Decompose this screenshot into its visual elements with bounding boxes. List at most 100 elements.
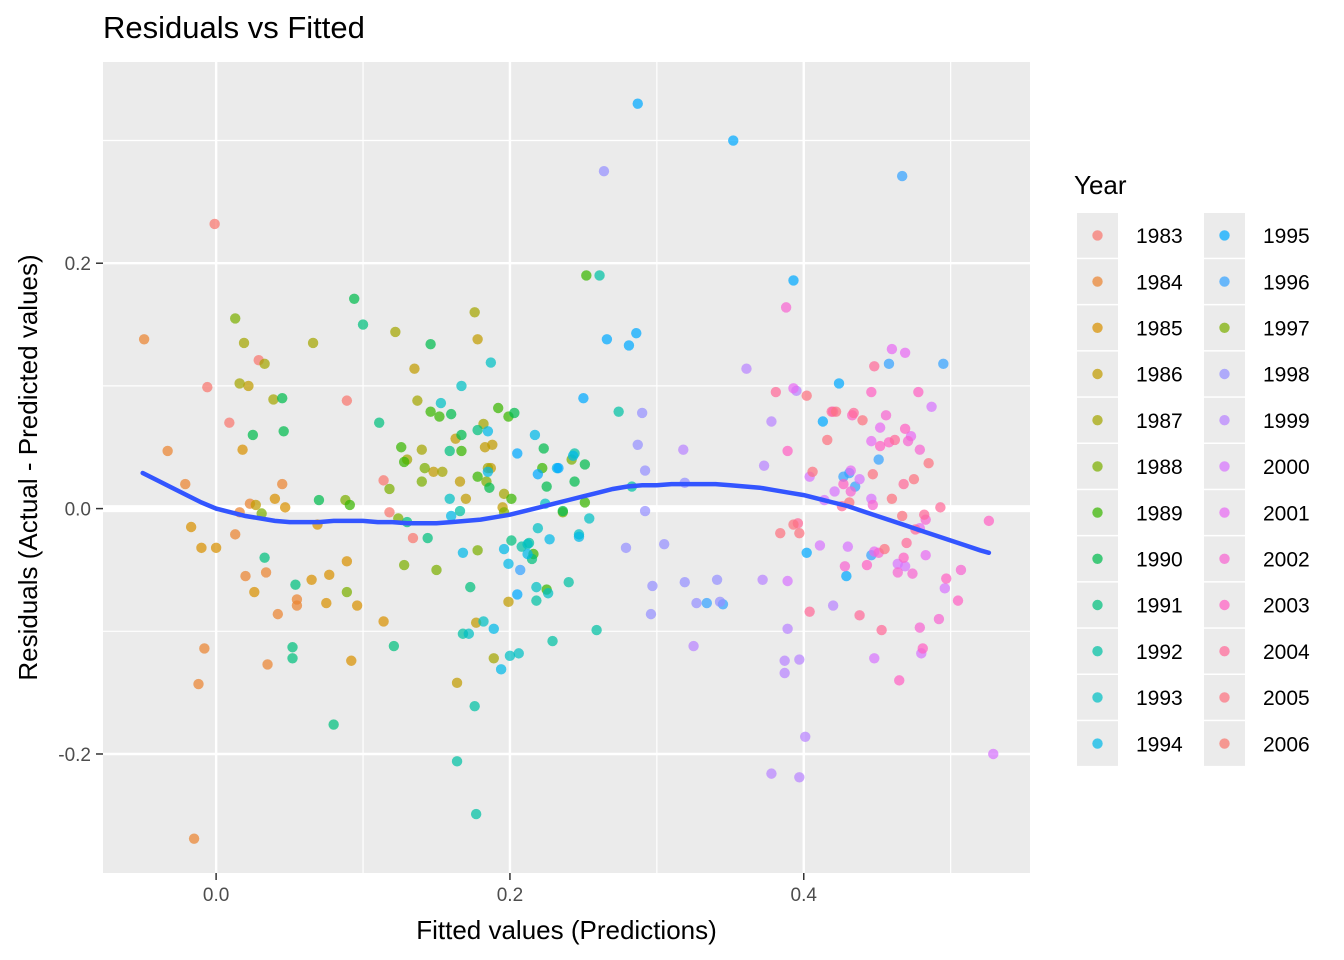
data-point-1998 (620, 542, 632, 554)
legend-swatch (1219, 507, 1230, 518)
legend-item-1999: 1999 (1204, 397, 1310, 443)
data-point-2005 (830, 406, 842, 417)
data-point-1991 (373, 417, 385, 428)
data-point-2004 (854, 610, 865, 621)
data-point-1989 (398, 456, 410, 468)
data-point-1999 (794, 654, 805, 665)
legend-label: 1984 (1136, 271, 1183, 294)
data-point-1987 (416, 444, 427, 455)
data-point-1991 (472, 424, 483, 436)
data-point-2000 (939, 583, 950, 594)
x-tick-label: 0.0 (203, 885, 229, 906)
data-point-2003 (941, 573, 952, 584)
data-point-1999 (766, 416, 777, 427)
data-point-2005 (879, 543, 890, 555)
legend-swatch (1219, 276, 1230, 287)
data-point-1986 (503, 596, 514, 608)
data-point-1988 (341, 586, 353, 598)
data-point-2005 (923, 458, 934, 469)
legend-item-2000: 2000 (1204, 444, 1310, 489)
y-axis-title: Residuals (Actual - Predicted values) (13, 254, 43, 680)
data-point-1996 (838, 471, 849, 482)
data-point-2000 (782, 575, 793, 587)
data-point-1984 (230, 529, 241, 540)
data-point-1995 (632, 98, 643, 109)
data-point-2000 (869, 653, 880, 664)
data-point-1988 (472, 545, 483, 556)
data-point-1990 (541, 481, 552, 492)
legend-swatch (1219, 368, 1230, 380)
legend-item-1996: 1996 (1204, 259, 1310, 304)
data-point-1985 (237, 444, 248, 455)
data-point-1989 (434, 411, 445, 422)
data-point-1994 (498, 543, 510, 555)
data-point-1983 (209, 218, 220, 230)
data-point-1999 (779, 655, 790, 666)
data-point-1995 (512, 448, 523, 459)
data-point-1992 (451, 756, 463, 767)
data-point-1990 (579, 459, 591, 470)
minor-gridlines (103, 62, 1030, 873)
data-point-1985 (210, 542, 222, 554)
data-point-1994 (457, 547, 469, 558)
x-axis-title: Fitted values (Predictions) (416, 915, 717, 945)
legend-label: 2006 (1263, 733, 1310, 756)
legend-label: 1994 (1136, 733, 1183, 756)
data-point-2004 (770, 386, 782, 398)
legend-label: 1991 (1136, 595, 1183, 618)
data-point-1983 (407, 532, 419, 544)
data-point-1985 (249, 586, 260, 598)
data-point-1992 (547, 635, 558, 647)
data-point-1985 (321, 597, 332, 609)
data-point-1993 (532, 523, 544, 534)
data-point-1991 (444, 445, 455, 457)
data-point-1999 (758, 460, 770, 471)
data-point-1994 (482, 466, 494, 477)
data-point-1993 (584, 513, 595, 524)
data-point-1988 (431, 564, 442, 576)
legend-swatch (1092, 368, 1103, 380)
legend-swatch (1219, 599, 1230, 611)
data-point-1993 (522, 538, 533, 550)
data-point-1990 (538, 443, 549, 454)
data-point-1998 (714, 596, 726, 608)
data-point-1983 (384, 507, 395, 518)
legend-label: 1998 (1263, 364, 1310, 387)
data-point-2002 (845, 486, 856, 497)
legend-swatch (1092, 692, 1103, 703)
data-point-1999 (827, 600, 839, 611)
data-point-2005 (801, 390, 812, 401)
smooth-trend-line (140, 470, 992, 556)
legend-swatch (1219, 230, 1230, 241)
data-point-1989 (344, 499, 356, 511)
legend-label: 1992 (1136, 641, 1183, 664)
legend-swatch (1092, 230, 1103, 241)
legend-item-1986: 1986 (1077, 351, 1183, 397)
data-point-1999 (800, 731, 811, 743)
data-point-1986 (472, 334, 483, 345)
data-point-1992 (454, 505, 466, 517)
data-point-2002 (839, 561, 851, 572)
data-point-2002 (914, 622, 926, 633)
data-point-1998 (647, 580, 658, 592)
legend-label: 1990 (1136, 549, 1183, 572)
data-point-1995 (578, 392, 589, 404)
data-point-1986 (428, 466, 439, 477)
data-point-1992 (594, 270, 605, 281)
data-point-1986 (250, 499, 261, 511)
data-point-1998 (598, 165, 610, 177)
data-point-1990 (484, 482, 495, 493)
x-axis-ticks: 0.0 0.2 0.4 (203, 873, 817, 906)
data-point-1991 (506, 535, 517, 546)
data-point-1993 (478, 616, 489, 627)
data-point-1991 (357, 319, 369, 330)
data-point-1995 (532, 469, 544, 480)
data-point-1994 (567, 450, 579, 462)
data-point-2002 (955, 564, 967, 576)
legend-label: 2002 (1263, 549, 1310, 572)
data-point-1984 (138, 334, 150, 345)
legend-item-1990: 1990 (1077, 536, 1183, 582)
legend-swatch (1219, 692, 1230, 703)
data-point-1994 (482, 426, 494, 437)
